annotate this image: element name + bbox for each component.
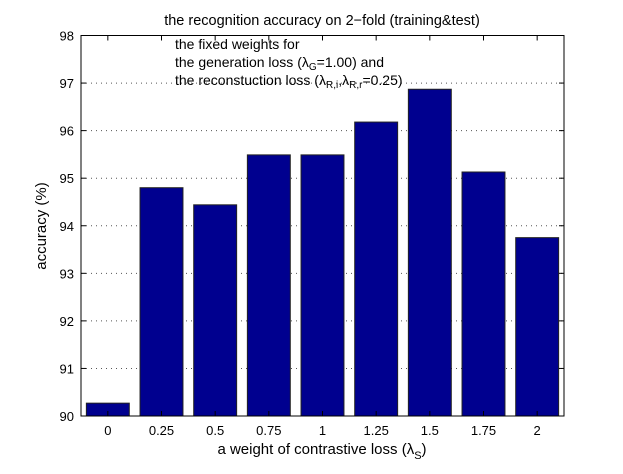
x-axis-label: a weight of contrastive loss (λS) [217,441,426,462]
annotation-line-3-sub1: R,i [326,80,338,91]
x-tick-label: 0 [104,423,111,438]
x-tick-label: 2 [534,423,541,438]
y-tick-label: 92 [60,314,74,329]
x-tick-label: 0.5 [206,423,224,438]
y-tick-label: 98 [60,29,74,44]
annotation-line-1: the fixed weights for [175,36,300,52]
y-tick-label: 90 [60,409,74,424]
annotation-line-2a: the generation loss (λ [175,54,309,70]
x-tick-label: 0.75 [256,423,281,438]
y-tick-label: 93 [60,266,74,281]
x-tick-label: 1 [319,423,326,438]
bar-1.5 [407,88,452,417]
chart-title: the recognition accuracy on 2−fold (trai… [164,13,480,29]
annotation-line-2-sub: G [309,62,317,73]
x-axis-label-end: ) [422,441,427,458]
annotation-line-3-mid: ,λ [338,72,349,88]
x-tick-label: 1.5 [421,423,439,438]
y-tick-label: 95 [60,171,74,186]
annotation: the fixed weights for the generation los… [175,36,403,91]
annotation-line-3b: =0.25) [362,72,402,88]
bar-2 [515,237,560,417]
annotation-line-3a: the reconstuction loss (λ [175,72,326,88]
bar-0.75 [246,154,291,417]
bar-1 [300,154,345,417]
annotation-line-3-sub2: R,r [349,80,363,91]
bar-0.25 [139,187,184,417]
annotation-line-2: the generation loss (λG=1.00) and [175,54,384,73]
y-tick-label: 94 [60,219,74,234]
y-tick-label: 96 [60,124,74,139]
x-tick-label: 0.25 [149,423,174,438]
bar-1.25 [354,121,399,417]
x-axis-label-main: a weight of contrastive loss (λ [217,441,414,458]
annotation-line-2b: =1.00) and [317,54,384,70]
x-tick-label: 1.25 [364,423,389,438]
x-axis-label-sub: S [414,450,421,462]
annotation-line-3: the reconstuction loss (λR,i,λR,r=0.25) [175,72,403,91]
bar-1.75 [461,171,506,417]
y-axis-label: accuracy (%) [33,182,50,270]
y-tick-label: 91 [60,361,74,376]
x-tick-label: 1.75 [471,423,496,438]
bar-0.5 [193,204,238,417]
y-tick-label: 97 [60,76,74,91]
